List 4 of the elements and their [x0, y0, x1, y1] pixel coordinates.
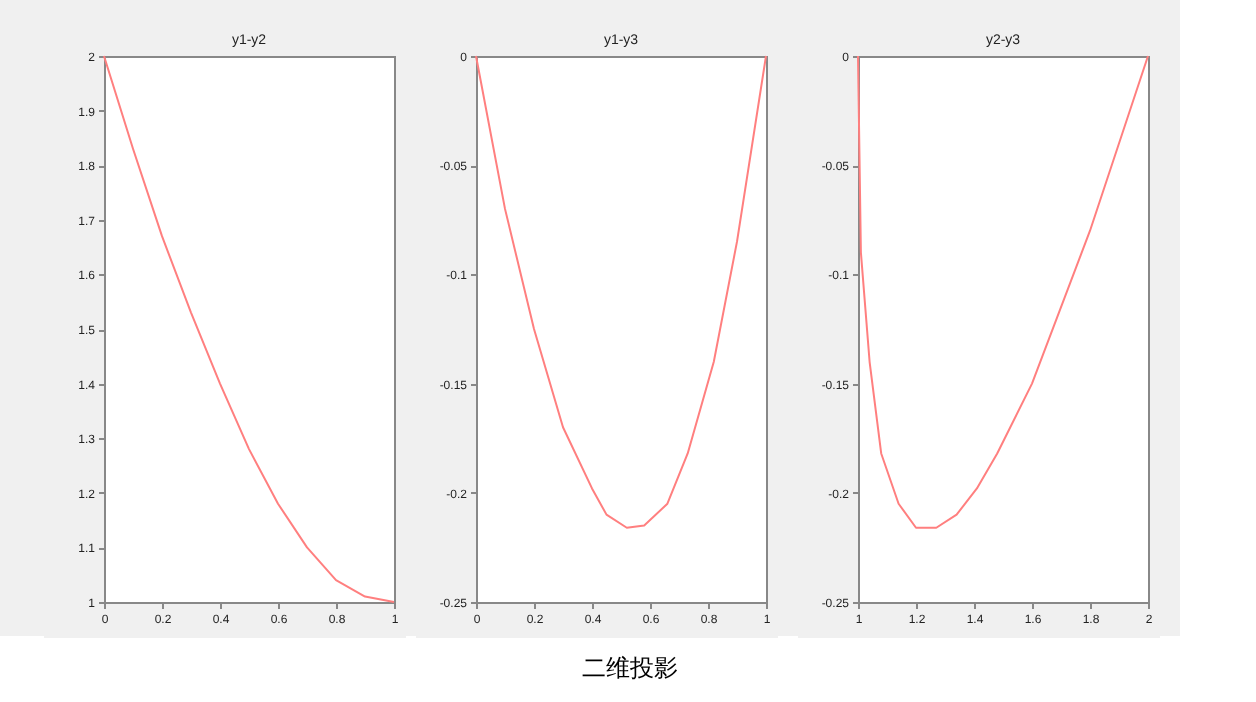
text: 二维投影	[580, 652, 680, 686]
line-series	[475, 55, 767, 529]
line-series	[103, 55, 395, 603]
line-series	[857, 55, 1149, 529]
